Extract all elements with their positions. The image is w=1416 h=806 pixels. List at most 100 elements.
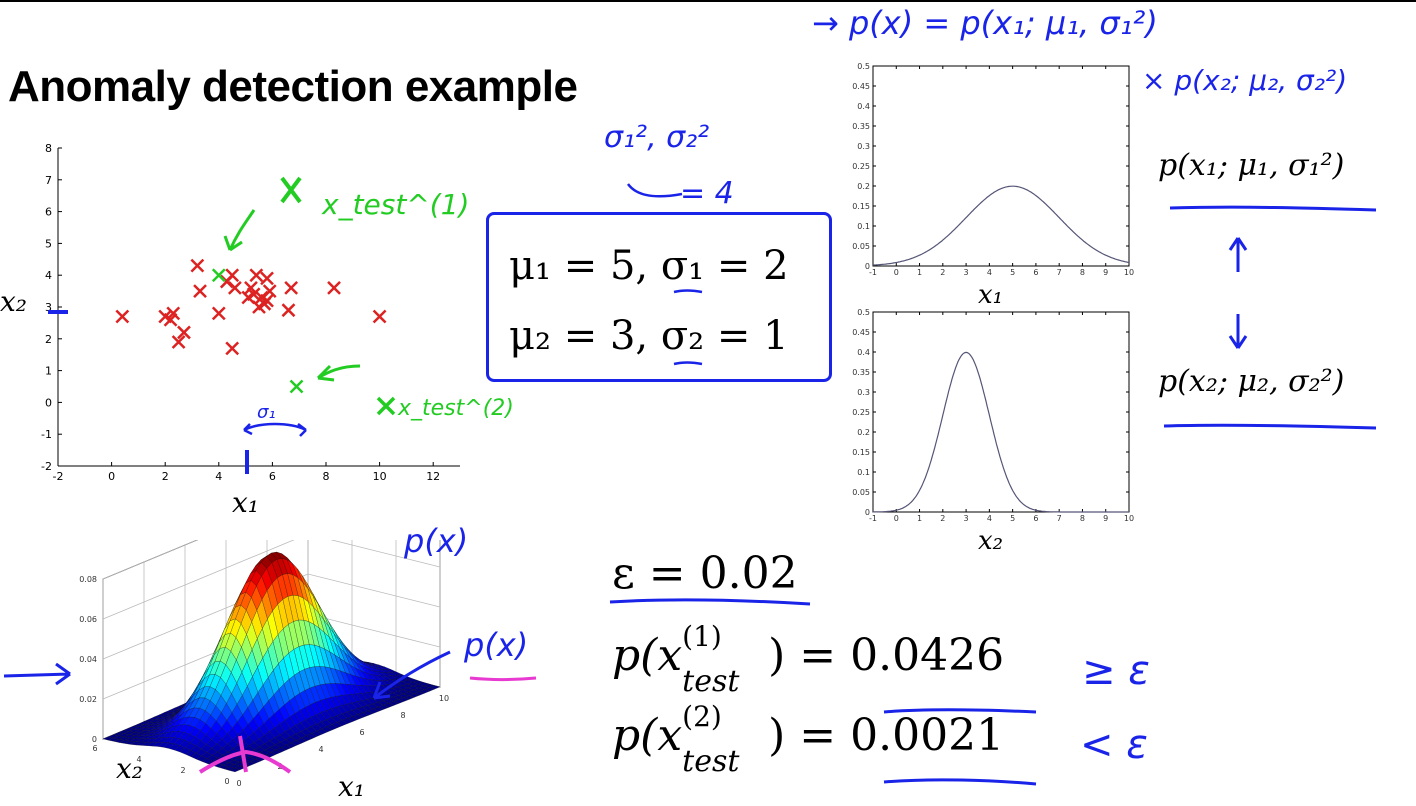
scatter-point <box>327 281 341 295</box>
magenta-mark <box>198 735 292 774</box>
top-border <box>0 0 1416 2</box>
surface-gridline <box>102 540 199 580</box>
test2-arrow-icon <box>316 364 361 382</box>
xtick-label: 2 <box>940 268 945 277</box>
ytick-label: 0.1 <box>857 222 870 231</box>
right-annotations <box>1163 205 1377 430</box>
scatter-point <box>193 284 207 298</box>
surface-x2tick-label: 0 <box>224 777 229 786</box>
scatter-ytick-label: 5 <box>45 237 52 250</box>
result-underlines <box>883 708 1037 786</box>
ytick-label: 0.35 <box>852 368 870 377</box>
ytick-label: 0.05 <box>852 488 870 497</box>
plot-frame <box>872 65 1130 267</box>
left-arrow-icon <box>3 662 71 686</box>
xtick-label: 7 <box>1057 268 1062 277</box>
gaussian-x2-group: 00.050.10.150.20.250.30.350.40.450.5-1 0 1… <box>852 308 1134 523</box>
scatter-point <box>246 287 261 302</box>
sigma-note-value: = 4 <box>680 176 734 211</box>
cmp-geq: ≥ ε <box>1082 648 1150 694</box>
scatter-point <box>211 268 226 283</box>
ytick-label: 0.4 <box>857 348 870 357</box>
scatter-xtick-label: 2 <box>162 470 169 480</box>
px-arrow-icon <box>372 650 451 700</box>
xtick-label: 4 <box>987 514 992 523</box>
surface-x2tick-label: 6 <box>92 744 97 753</box>
scatter-point <box>372 309 387 324</box>
xtick-label: 6 <box>1033 268 1038 277</box>
surface-ztick-label: 0.06 <box>79 615 97 624</box>
ytick-label: 0.1 <box>857 468 870 477</box>
test2-handwritten-x <box>376 396 396 416</box>
param-line-2: μ₂ = 3, σ₂ = 1 <box>509 313 789 359</box>
slide-title: Anomaly detection example <box>8 62 578 111</box>
ytick-label: 0.5 <box>857 62 870 71</box>
p2-label: p(x₂; μ₂, σ₂²) <box>1158 364 1345 399</box>
scatter-ytick-label: 1 <box>45 365 52 378</box>
sigma-span-arrow-icon <box>243 422 307 437</box>
ytick-label: 0.2 <box>857 428 870 437</box>
scatter-point <box>262 284 277 298</box>
scatter-point <box>225 268 240 283</box>
xtick-label: 7 <box>1057 514 1062 523</box>
scatter-xtick-label: 4 <box>215 470 222 480</box>
down-arrow-icon <box>1228 314 1248 349</box>
px-formula-cont: × p(x₂; μ₂, σ₂²) <box>1142 64 1348 97</box>
ytick-label: 0.25 <box>852 408 870 417</box>
parameter-box: μ₁ = 5, σ₁ = 2 μ₂ = 3, σ₂ = 1 <box>486 212 832 382</box>
ytick-label: 0.15 <box>852 202 870 211</box>
surface-x2-label: x₂ <box>116 752 144 785</box>
scatter-xtick-label: 10 <box>373 470 387 480</box>
xtick-label: 8 <box>1080 268 1085 277</box>
scatter-point <box>260 293 274 308</box>
ytick-label: 0.35 <box>852 122 870 131</box>
scatter-point <box>166 306 181 321</box>
surface-x1tick-label: 4 <box>318 745 323 754</box>
xtick-label: 1 <box>917 514 922 523</box>
scatter-xtick-label: -2 <box>53 470 64 480</box>
cmp-lt: < ε <box>1080 722 1148 768</box>
test1-eq: p(x (1) test) = 0.0426 <box>612 620 1005 699</box>
xtick-label: 2 <box>940 514 945 523</box>
epsilon-underline <box>609 598 811 606</box>
px-3d-label-1: p(x) <box>404 522 469 560</box>
scatter-point <box>260 271 274 286</box>
ytick-label: 0.45 <box>852 328 870 337</box>
ytick-label: 0.45 <box>852 82 870 91</box>
test2-label: x_test^(2) <box>398 396 514 421</box>
surface-x1tick-label: 10 <box>439 694 449 703</box>
gaussian-curve <box>872 185 1130 266</box>
xtick-label: 10 <box>1124 268 1134 277</box>
xtick-label: 3 <box>964 268 969 277</box>
sigma1-label: σ₁ <box>257 402 276 423</box>
scatter-ytick-label: 8 <box>45 142 52 155</box>
scatter-ytick-label: 7 <box>45 174 52 187</box>
test1-handwritten-x <box>280 176 302 204</box>
surface-ztick-label: 0.04 <box>79 655 97 664</box>
xtick-label: 8 <box>1080 514 1085 523</box>
xtick-label: 1 <box>917 268 922 277</box>
test2-eq: p(x (2) test) = 0.0021 <box>612 700 1005 779</box>
gaussian-x1-group: 00.050.10.150.20.250.30.350.40.450.5-1 0 1… <box>852 62 1134 277</box>
ytick-label: 0.5 <box>857 308 870 317</box>
gaussian-x2-label: x₂ <box>978 526 1004 556</box>
scatter-point <box>190 258 205 273</box>
gaussian-x1-label: x₁ <box>978 280 1004 310</box>
scatter-ytick-label: 3 <box>45 301 52 314</box>
scatter-ylabel: x₂ <box>0 285 28 318</box>
scatter-ytick-label: -2 <box>41 460 52 473</box>
scatter-xlabel: x₁ <box>232 486 260 519</box>
surface-ztick-label: 0.02 <box>79 695 97 704</box>
scatter-point <box>115 309 130 324</box>
scatter-ytick-label: 0 <box>45 396 52 409</box>
surface-x2tick-label: 4 <box>136 755 141 764</box>
scatter-point <box>227 281 242 295</box>
ytick-label: 0.05 <box>852 242 870 251</box>
xtick-label: 10 <box>1124 514 1134 523</box>
xtick-label: 9 <box>1103 514 1108 523</box>
gaussian-curve <box>873 351 1129 513</box>
p1-label: p(x₁; μ₁, σ₁²) <box>1158 148 1345 183</box>
